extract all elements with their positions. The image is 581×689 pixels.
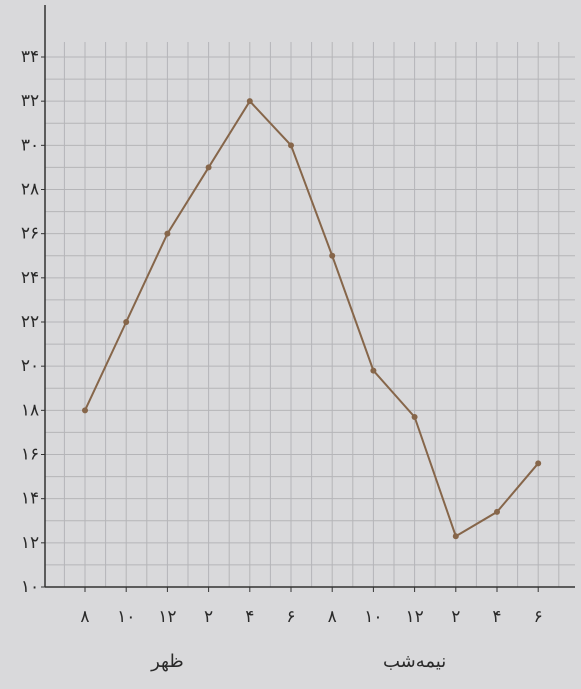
data-point <box>82 407 88 414</box>
annotation: نیمه‌شب <box>383 651 446 672</box>
x-tick-label: ۴ <box>245 607 254 627</box>
data-point <box>329 252 336 259</box>
x-tick-label: ۴ <box>492 607 501 627</box>
x-tick-label: ۱۲ <box>158 607 176 627</box>
data-point <box>411 413 418 420</box>
y-tick-label: ۱۰ <box>21 577 39 597</box>
y-tick-label: ۳۰ <box>21 135 39 155</box>
data-point <box>288 142 294 149</box>
y-tick-label: ۱۸ <box>21 400 39 420</box>
y-tick-label: ۳۲ <box>21 91 39 111</box>
annotation: ظهر <box>150 651 184 672</box>
data-line <box>84 99 539 538</box>
data-point <box>246 98 253 105</box>
y-tick-label: ۲۲ <box>21 312 39 332</box>
y-tick-label: ۲۸ <box>21 180 39 200</box>
x-tick-label: ۶ <box>286 607 295 627</box>
data-point <box>205 164 212 171</box>
x-tick-label: ۱۲ <box>405 607 423 627</box>
y-tick-label: ۲۰ <box>21 356 39 376</box>
y-tick-label: ۲۴ <box>21 268 39 288</box>
x-tick-label: ۸ <box>328 607 337 627</box>
x-tick-label: ۲ <box>451 607 460 627</box>
x-tick-label: ۸ <box>80 607 89 627</box>
y-tick-label: ۱۲ <box>21 533 39 553</box>
y-tick-label: ۱۴ <box>21 489 39 509</box>
data-point <box>123 319 130 325</box>
data-point <box>370 367 377 374</box>
y-tick-label: ۲۶ <box>21 224 39 244</box>
y-tick-label: ۱۶ <box>21 445 39 465</box>
x-tick-label: ۶ <box>534 607 543 627</box>
y-tick-label: ۳۴ <box>21 47 39 67</box>
data-point <box>164 230 171 237</box>
data-point <box>494 508 500 515</box>
x-tick-label: ۱۰ <box>364 607 382 627</box>
x-tick-label: ۲ <box>204 607 213 627</box>
data-point <box>452 533 459 540</box>
x-tick-label: ۱۰ <box>117 607 135 627</box>
data-point <box>535 460 542 467</box>
